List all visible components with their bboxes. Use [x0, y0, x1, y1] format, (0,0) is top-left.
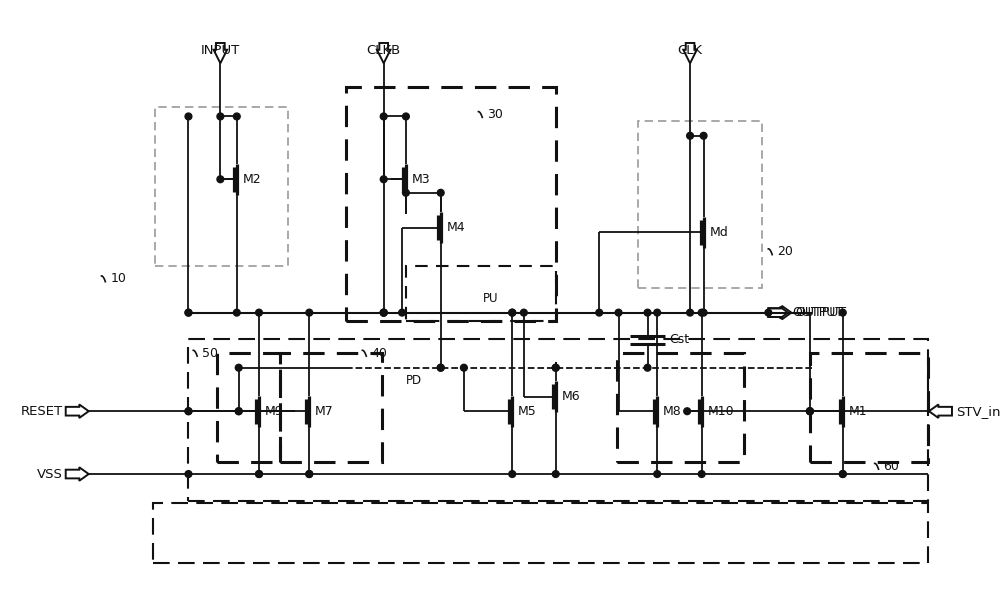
- Circle shape: [185, 408, 192, 414]
- Circle shape: [839, 471, 846, 477]
- Circle shape: [687, 309, 693, 316]
- Text: Md: Md: [709, 226, 728, 239]
- Text: M8: M8: [663, 405, 682, 418]
- Bar: [346, 88, 556, 321]
- Circle shape: [552, 364, 559, 371]
- Circle shape: [399, 309, 405, 316]
- Text: M7: M7: [315, 405, 334, 418]
- Circle shape: [687, 132, 693, 139]
- Circle shape: [644, 364, 651, 371]
- Circle shape: [256, 471, 262, 477]
- Circle shape: [380, 309, 387, 316]
- Text: 30: 30: [487, 108, 503, 121]
- Bar: [188, 339, 928, 501]
- Circle shape: [461, 364, 467, 371]
- Bar: [406, 266, 556, 321]
- Text: CLK: CLK: [677, 45, 703, 57]
- Circle shape: [306, 471, 313, 477]
- Circle shape: [839, 471, 846, 477]
- Circle shape: [235, 408, 242, 414]
- Circle shape: [807, 408, 813, 414]
- Circle shape: [185, 408, 192, 414]
- Circle shape: [233, 113, 240, 120]
- Text: 60: 60: [883, 460, 899, 473]
- Circle shape: [380, 309, 387, 316]
- Circle shape: [615, 309, 622, 316]
- Text: RESET: RESET: [21, 405, 63, 418]
- Circle shape: [654, 309, 661, 316]
- Circle shape: [765, 309, 772, 316]
- Circle shape: [380, 176, 387, 182]
- Text: STV_in: STV_in: [956, 405, 1000, 418]
- Text: Cst: Cst: [669, 333, 689, 346]
- Text: 50: 50: [202, 347, 218, 360]
- Circle shape: [403, 113, 409, 120]
- Circle shape: [437, 190, 444, 196]
- Text: PU: PU: [483, 292, 499, 305]
- Circle shape: [509, 309, 516, 316]
- Circle shape: [654, 471, 661, 477]
- Text: M1: M1: [849, 405, 867, 418]
- Text: PD: PD: [406, 373, 422, 387]
- Bar: [810, 353, 928, 463]
- Circle shape: [235, 364, 242, 371]
- Circle shape: [700, 132, 707, 139]
- Circle shape: [185, 471, 192, 477]
- Circle shape: [437, 364, 444, 371]
- Circle shape: [700, 309, 707, 316]
- Bar: [155, 107, 288, 266]
- Circle shape: [839, 309, 846, 316]
- Text: 20: 20: [777, 245, 793, 259]
- Circle shape: [306, 471, 313, 477]
- Circle shape: [520, 309, 527, 316]
- Circle shape: [306, 309, 313, 316]
- Text: M5: M5: [518, 405, 537, 418]
- Circle shape: [217, 113, 224, 120]
- Circle shape: [552, 471, 559, 477]
- Circle shape: [698, 471, 705, 477]
- Circle shape: [380, 309, 387, 316]
- Text: VSS: VSS: [37, 467, 63, 481]
- Circle shape: [807, 408, 813, 414]
- Text: M6: M6: [562, 390, 580, 403]
- Text: M10: M10: [707, 405, 734, 418]
- Circle shape: [807, 408, 813, 414]
- Circle shape: [684, 408, 691, 414]
- Circle shape: [403, 190, 409, 196]
- Circle shape: [698, 309, 705, 316]
- Bar: [217, 353, 280, 463]
- Text: M2: M2: [243, 173, 261, 186]
- Circle shape: [437, 364, 444, 371]
- Bar: [280, 353, 382, 463]
- Circle shape: [235, 408, 242, 414]
- Bar: [617, 353, 744, 463]
- Text: OUTPUT: OUTPUT: [792, 306, 843, 319]
- Circle shape: [256, 309, 262, 316]
- Circle shape: [380, 113, 387, 120]
- Circle shape: [217, 176, 224, 182]
- Bar: [153, 503, 928, 563]
- Text: M9: M9: [265, 405, 283, 418]
- Text: 40: 40: [371, 347, 387, 360]
- Text: 10: 10: [110, 272, 126, 285]
- Circle shape: [644, 309, 651, 316]
- Circle shape: [509, 471, 516, 477]
- Circle shape: [185, 113, 192, 120]
- Circle shape: [509, 309, 516, 316]
- Circle shape: [256, 471, 262, 477]
- Circle shape: [596, 309, 603, 316]
- Circle shape: [552, 364, 559, 371]
- Circle shape: [233, 309, 240, 316]
- Text: CLKB: CLKB: [367, 45, 401, 57]
- Text: M3: M3: [412, 173, 430, 186]
- Circle shape: [185, 309, 192, 316]
- Circle shape: [185, 309, 192, 316]
- Bar: [638, 121, 762, 289]
- Text: M4: M4: [447, 221, 465, 234]
- Text: OUTPUT: OUTPUT: [795, 306, 847, 319]
- Text: INPUT: INPUT: [201, 45, 240, 57]
